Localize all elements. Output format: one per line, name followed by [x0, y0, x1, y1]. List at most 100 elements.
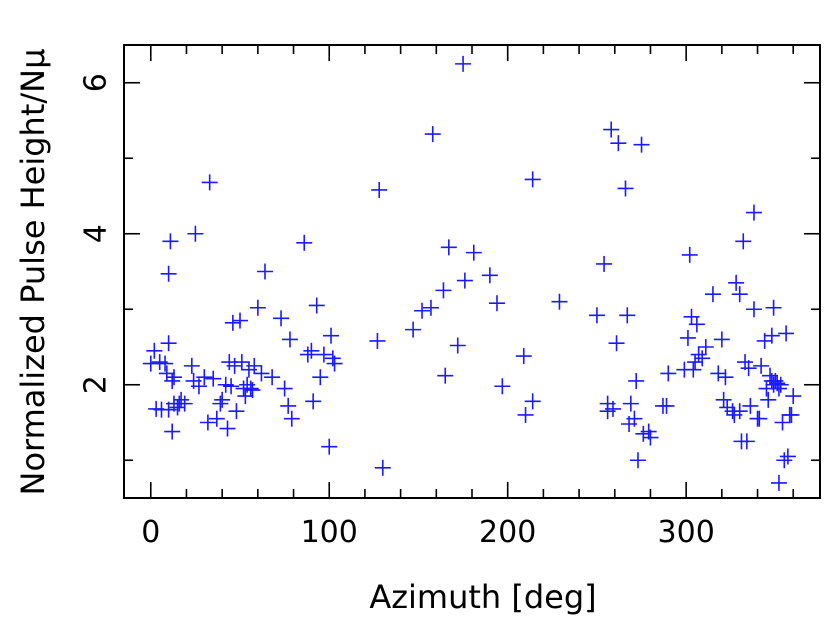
data-point — [414, 302, 431, 319]
data-point — [190, 378, 207, 395]
data-point — [785, 388, 802, 405]
data-point — [488, 295, 505, 312]
data-point — [713, 331, 730, 348]
data-point — [515, 348, 532, 365]
data-point — [440, 239, 457, 256]
data-point — [608, 335, 625, 352]
data-point — [164, 372, 181, 389]
data-point — [276, 380, 293, 397]
data-point — [658, 397, 675, 414]
data-point — [303, 342, 320, 359]
data-point — [770, 474, 787, 491]
data-point — [280, 397, 297, 414]
data-point — [681, 246, 698, 263]
data-point — [321, 438, 338, 455]
data-point — [751, 410, 768, 427]
data-point — [371, 181, 388, 198]
data-point — [690, 346, 707, 363]
data-point — [596, 255, 613, 272]
data-point — [212, 395, 229, 412]
data-point — [731, 403, 748, 420]
data-point — [246, 357, 263, 374]
data-point — [694, 350, 711, 367]
data-point — [196, 369, 213, 386]
data-point — [588, 307, 605, 324]
data-point — [763, 327, 780, 344]
data-point — [424, 126, 441, 143]
data-point — [740, 360, 757, 377]
data-point — [242, 380, 259, 397]
data-point — [456, 272, 473, 289]
x-axis-label: Azimuth [deg] — [369, 578, 596, 616]
data-point — [244, 382, 261, 399]
data-point — [728, 274, 745, 291]
data-point — [642, 429, 659, 446]
data-point — [256, 263, 273, 280]
data-point — [697, 339, 714, 355]
data-point — [228, 403, 245, 420]
data-point — [603, 121, 620, 138]
data-point — [772, 376, 789, 393]
data-point — [369, 332, 386, 349]
data-point — [710, 365, 727, 382]
data-point — [738, 433, 755, 450]
data-point — [214, 391, 231, 408]
data-point — [208, 410, 225, 427]
data-point — [704, 286, 721, 303]
data-point — [524, 393, 541, 410]
data-point — [742, 397, 759, 414]
data-point — [779, 448, 796, 465]
data-point — [465, 244, 482, 261]
data-point — [760, 391, 777, 408]
data-point — [685, 361, 702, 378]
data-point — [687, 354, 704, 371]
data-point — [745, 301, 762, 318]
data-points — [142, 55, 802, 491]
data-point — [778, 325, 795, 342]
data-point — [312, 369, 329, 386]
data-point — [162, 233, 179, 250]
data-point — [296, 234, 313, 251]
data-point — [679, 329, 696, 346]
data-point — [633, 136, 650, 153]
data-point — [783, 406, 800, 423]
plot-frame — [123, 44, 821, 499]
data-point — [628, 372, 645, 389]
data-point — [205, 370, 222, 387]
data-point — [374, 459, 391, 476]
data-point — [551, 293, 568, 310]
data-point — [219, 420, 236, 437]
data-point — [176, 395, 193, 412]
data-point — [715, 391, 732, 408]
x-tick-label: 300 — [658, 515, 715, 550]
data-point — [253, 365, 270, 382]
y-tick-label: 2 — [79, 375, 114, 394]
data-point — [688, 316, 705, 333]
data-point — [183, 357, 200, 374]
data-point — [604, 400, 621, 417]
data-point — [765, 299, 782, 316]
axis-tick-labels: 0 100 200 300 2 4 6 — [79, 73, 715, 550]
data-point — [249, 299, 266, 316]
data-point — [164, 423, 181, 440]
data-point — [223, 378, 240, 395]
data-point — [273, 310, 290, 327]
data-point — [305, 393, 322, 410]
data-point — [165, 369, 182, 386]
y-tick-label: 4 — [79, 224, 114, 243]
data-point — [187, 225, 204, 242]
data-point — [449, 337, 466, 354]
data-point — [517, 406, 534, 423]
data-point — [160, 335, 177, 352]
data-point — [233, 354, 250, 371]
data-point — [717, 369, 734, 386]
data-point — [142, 355, 159, 372]
data-point — [731, 286, 748, 303]
data-point — [201, 174, 218, 191]
data-point — [308, 297, 325, 314]
data-point — [524, 171, 541, 188]
data-point — [405, 321, 422, 338]
data-point — [323, 327, 340, 344]
x-tick-label: 0 — [141, 515, 160, 550]
